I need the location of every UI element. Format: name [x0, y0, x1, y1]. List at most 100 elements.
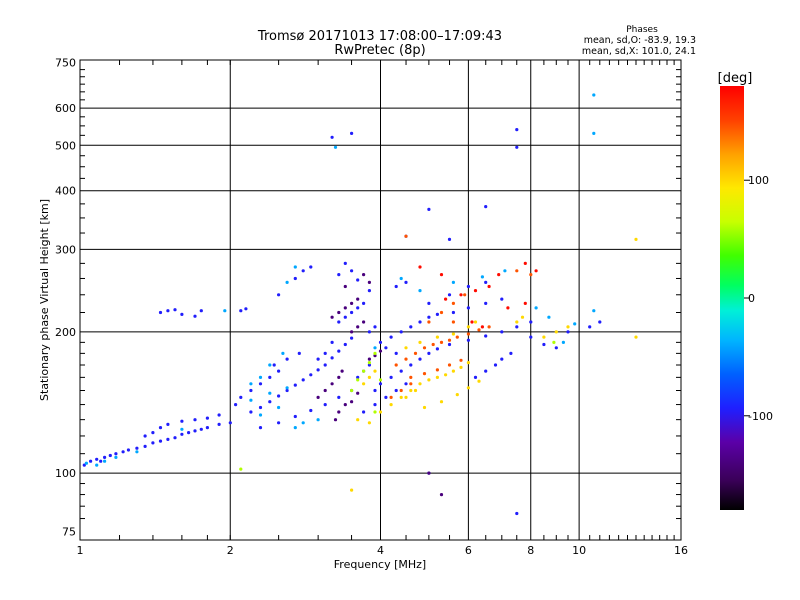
data-point	[337, 375, 341, 379]
data-point	[367, 375, 371, 379]
data-point	[249, 388, 253, 393]
data-point	[199, 427, 203, 431]
data-point	[350, 400, 354, 404]
data-point	[367, 289, 371, 293]
data-point	[451, 310, 455, 315]
data-point	[373, 410, 377, 414]
y-tick-label: 500	[55, 139, 76, 152]
colorbar-label: [deg]	[718, 71, 753, 86]
data-point	[166, 422, 170, 426]
data-point	[337, 410, 341, 414]
data-point	[356, 325, 360, 329]
data-point	[515, 269, 519, 273]
data-point	[466, 338, 470, 342]
data-point	[427, 471, 431, 475]
x-tick-label: 10	[572, 544, 586, 557]
data-point	[367, 330, 371, 334]
data-point	[378, 378, 383, 382]
data-point	[451, 301, 455, 305]
data-point	[356, 418, 360, 422]
data-point	[418, 357, 422, 361]
data-point	[228, 421, 232, 425]
data-point	[103, 455, 107, 459]
data-point	[515, 511, 519, 516]
data-point	[554, 346, 558, 350]
data-point	[592, 309, 596, 313]
data-point	[301, 378, 305, 382]
data-point	[114, 452, 118, 456]
data-point	[337, 395, 341, 399]
data-point	[435, 335, 439, 339]
data-point	[409, 388, 413, 393]
data-point	[367, 421, 371, 425]
data-point	[389, 403, 393, 407]
data-point	[427, 351, 431, 355]
data-point	[277, 405, 281, 410]
data-point	[389, 335, 393, 339]
data-point	[404, 280, 408, 284]
data-point	[244, 307, 248, 311]
data-point	[509, 351, 513, 355]
data-point	[480, 275, 484, 279]
data-point	[249, 382, 253, 386]
data-point	[427, 207, 431, 211]
data-point	[534, 269, 538, 273]
data-point	[350, 301, 354, 305]
data-point	[378, 340, 383, 344]
data-point	[362, 369, 366, 373]
data-point	[323, 403, 327, 407]
data-point	[473, 375, 478, 379]
data-point	[447, 293, 452, 297]
data-point	[451, 369, 455, 373]
data-point	[316, 418, 320, 422]
x-tick-label: 6	[465, 544, 472, 557]
data-point	[409, 363, 413, 367]
data-point	[404, 395, 408, 399]
data-point	[323, 388, 327, 393]
data-point	[451, 332, 455, 336]
data-point	[356, 278, 360, 282]
colorbar-tick-label: -100	[748, 410, 773, 423]
data-point	[500, 297, 504, 301]
data-point	[309, 408, 313, 413]
data-point	[534, 306, 538, 310]
x-tick-label: 8	[527, 544, 534, 557]
data-point	[95, 463, 99, 467]
data-point	[367, 361, 371, 365]
data-point	[350, 488, 354, 492]
data-point	[316, 357, 320, 361]
data-point	[301, 421, 305, 425]
data-point	[234, 403, 238, 407]
x-tick-label: 16	[674, 544, 688, 557]
data-point	[330, 315, 334, 319]
x-tick-label: 2	[227, 544, 234, 557]
data-point	[404, 346, 408, 350]
colorbar	[720, 86, 744, 510]
stats-heading: Phases	[626, 25, 658, 35]
data-point	[350, 269, 354, 273]
data-point	[484, 301, 488, 305]
data-point	[180, 427, 184, 431]
data-point	[126, 448, 130, 452]
data-point	[500, 330, 504, 334]
data-point	[484, 334, 488, 338]
data-point	[316, 395, 320, 399]
data-point	[470, 320, 474, 324]
data-point	[399, 388, 403, 393]
data-point	[193, 429, 197, 433]
y-tick-label: 200	[55, 326, 76, 339]
data-point	[367, 363, 371, 367]
colorbar-tick-label: 0	[748, 292, 755, 305]
data-point	[399, 276, 403, 281]
data-point	[439, 340, 444, 344]
data-point	[277, 421, 281, 425]
data-point	[459, 293, 463, 297]
data-point	[455, 393, 459, 397]
data-point	[268, 391, 272, 395]
data-point	[340, 369, 344, 373]
data-point	[466, 284, 470, 289]
data-point	[413, 388, 418, 393]
data-point	[258, 375, 263, 379]
data-point	[439, 273, 444, 277]
